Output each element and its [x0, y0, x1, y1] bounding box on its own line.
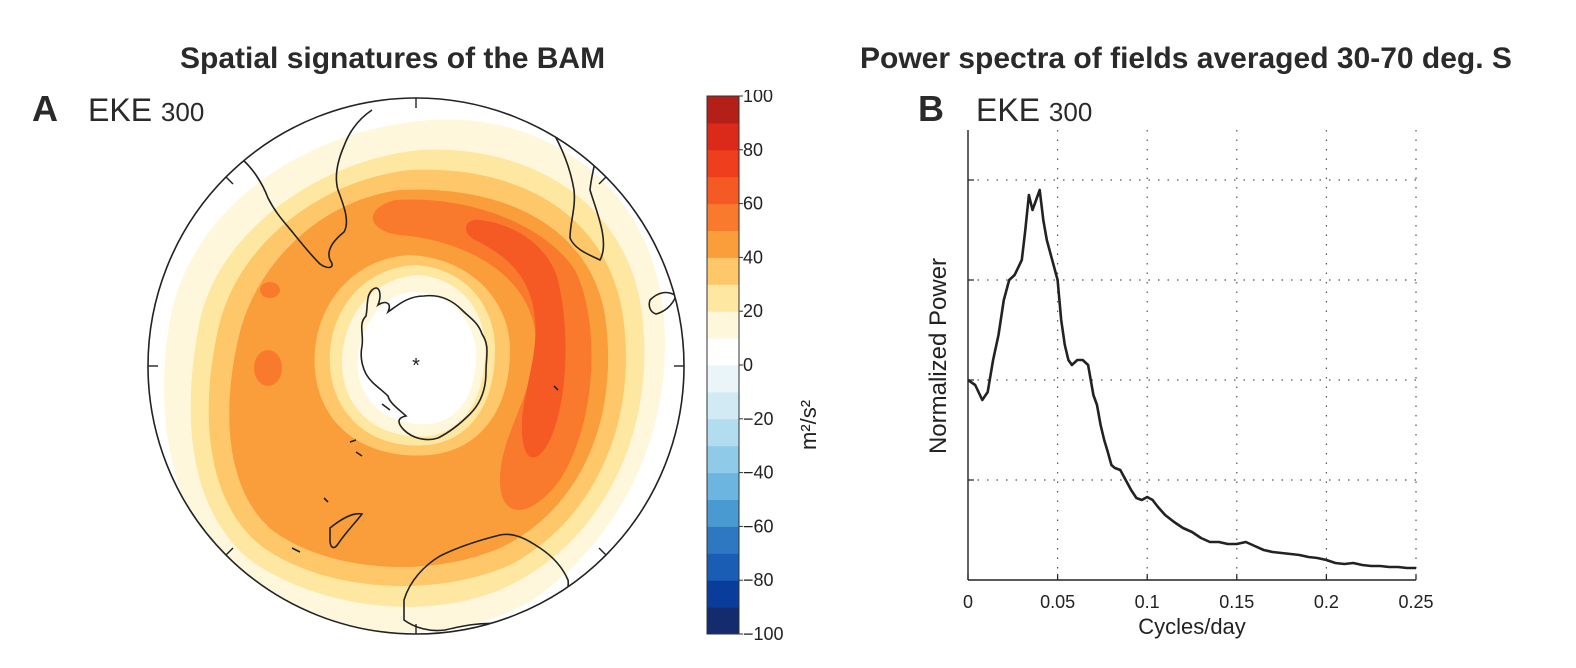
panel-a-title: Spatial signatures of the BAM — [180, 42, 606, 75]
coastline-antarctica — [360, 287, 488, 441]
spectrum-grid — [968, 130, 1417, 580]
contour-50-60 — [465, 219, 566, 458]
colorbar-segment — [707, 284, 739, 312]
coastline-africa — [539, 111, 605, 262]
spectrum-ticks: 0 0.05 0.1 0.15 0.2 0.25 — [963, 179, 1434, 612]
colorbar-tick-label: 100 — [743, 90, 773, 106]
colorbar-segment — [707, 176, 739, 205]
x-tick-label: 0.05 — [1040, 592, 1075, 612]
panel-a-letter: A — [32, 88, 58, 129]
coastline-south-america — [242, 109, 373, 269]
coastline-islands — [291, 385, 559, 553]
colorbar-tick-label: −60 — [743, 516, 774, 536]
colorbar-unit-label: m²/s² — [796, 400, 821, 450]
contour-pacific-max — [260, 282, 280, 298]
colorbar-segment — [707, 607, 739, 635]
colorbar-segment — [707, 257, 739, 285]
x-tick-label: 0 — [963, 592, 973, 612]
spectrum-series-line — [967, 188, 1416, 570]
panel-a-field-level: 300 — [160, 97, 205, 127]
colorbar-segment — [707, 311, 739, 339]
panel-b-letter: B — [918, 88, 944, 129]
panel-a-field-name: EKE — [88, 92, 153, 128]
colorbar-segment — [707, 553, 739, 581]
colorbar: 100 80 60 40 20 0 −20 −40 −60 −80 −100 m²/s² — [706, 90, 821, 644]
x-tick-label: 0.2 — [1314, 592, 1339, 612]
x-tick-label: 0.25 — [1398, 592, 1433, 612]
colorbar-segment — [707, 418, 739, 447]
contour-antarctic-interior — [357, 292, 477, 425]
colorbar-segment — [707, 472, 739, 500]
panel-b-field-name: EKE — [976, 92, 1041, 128]
colorbar-segment — [707, 526, 739, 554]
y-axis-label: Normalized Power — [925, 258, 952, 454]
globe-ticks — [148, 98, 684, 634]
coastline-australia — [403, 533, 570, 632]
colorbar-segments — [707, 96, 739, 635]
colorbar-segment — [707, 230, 739, 258]
colorbar-segment — [707, 203, 739, 231]
colorbar-segment — [707, 391, 739, 420]
colorbar-segment — [707, 96, 739, 124]
panel-b-field-label: EKE 300 — [976, 92, 1092, 129]
south-pole-marker: * — [412, 355, 420, 377]
x-tick-label: 0.15 — [1219, 592, 1254, 612]
panel-b-field-level: 300 — [1048, 97, 1093, 127]
colorbar-ticks: 100 80 60 40 20 0 −20 −40 −60 −80 −100 — [739, 90, 784, 644]
power-spectrum-chart: 0 0.05 0.1 0.15 0.2 0.25 Cycles/day Normalize… — [925, 130, 1434, 639]
colorbar-segment — [707, 445, 739, 474]
coastline-new-zealand — [329, 512, 364, 549]
colorbar-tick-label: 20 — [743, 301, 763, 321]
coastline-madagascar — [648, 291, 677, 315]
colorbar-segment — [707, 580, 739, 608]
colorbar-tick-label: 0 — [743, 355, 753, 375]
colorbar-tick-label: −80 — [743, 570, 774, 590]
colorbar-tick-label: −40 — [743, 463, 774, 483]
panel-a-field-label: EKE 300 — [88, 92, 204, 129]
x-tick-label: 0.1 — [1135, 592, 1160, 612]
colorbar-segment — [707, 499, 739, 527]
colorbar-tick-label: −100 — [743, 624, 784, 644]
colorbar-tick-label: −20 — [743, 409, 774, 429]
colorbar-tick-label: 60 — [743, 194, 763, 214]
colorbar-segment — [707, 338, 739, 366]
coastlines — [242, 109, 677, 632]
colorbar-segment — [707, 149, 739, 178]
contour-atlantic-max — [254, 350, 282, 386]
panel-b-title: Power spectra of fields averaged 30-70 d… — [860, 42, 1512, 75]
eke-contour-fills — [148, 98, 684, 634]
colorbar-segment — [707, 122, 739, 151]
polar-eke-map: * — [147, 97, 685, 635]
colorbar-tick-label: 80 — [743, 140, 763, 160]
x-axis-label: Cycles/day — [1138, 614, 1246, 639]
colorbar-tick-label: 40 — [743, 247, 763, 267]
colorbar-segment — [707, 365, 739, 393]
